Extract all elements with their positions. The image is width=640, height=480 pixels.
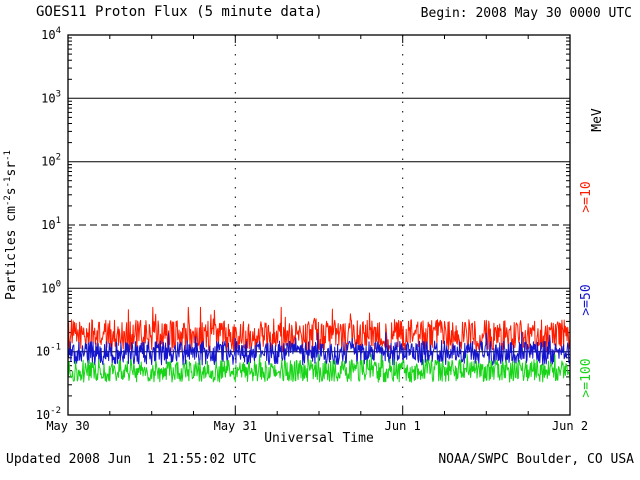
y-tick-label: 10-1: [36, 343, 61, 359]
y-tick-label: 101: [41, 216, 61, 232]
day-boundary-lines: [234, 35, 404, 415]
legend-label->=10: >=10: [579, 181, 594, 212]
legend-label->=50: >=50: [579, 284, 594, 315]
legend-label->=100: >=100: [579, 358, 594, 397]
chart-title: GOES11 Proton Flux (5 minute data): [36, 4, 323, 20]
x-tick-label: Jun 1: [385, 419, 421, 433]
begin-timestamp: Begin: 2008 May 30 0000 UTC: [420, 6, 632, 21]
y-tick-label: 102: [41, 153, 61, 169]
y-axis-label: Particles cm-2s-1sr-1: [3, 150, 19, 300]
credit-text: NOAA/SWPC Boulder, CO USA: [438, 452, 634, 467]
plot-frame: [67, 34, 571, 416]
series->=100-line: [67, 354, 571, 383]
x-tick-label: Jun 2: [552, 419, 588, 433]
y-tick-label: 104: [41, 26, 61, 42]
series->=10-line: [67, 306, 571, 352]
updated-timestamp: Updated 2008 Jun 1 21:55:02 UTC: [6, 452, 257, 467]
right-axis-unit: MeV: [590, 108, 605, 132]
y-tick-label: 103: [41, 89, 61, 105]
x-tick-label: May 30: [46, 419, 89, 433]
x-ticks: May 30 May 31 Jun 1 Jun 2: [46, 35, 588, 433]
y-tick-label: 100: [41, 279, 61, 295]
y-gridlines: [68, 97, 570, 353]
x-tick-label: May 31: [214, 419, 257, 433]
x-axis-label: Universal Time: [264, 431, 374, 446]
